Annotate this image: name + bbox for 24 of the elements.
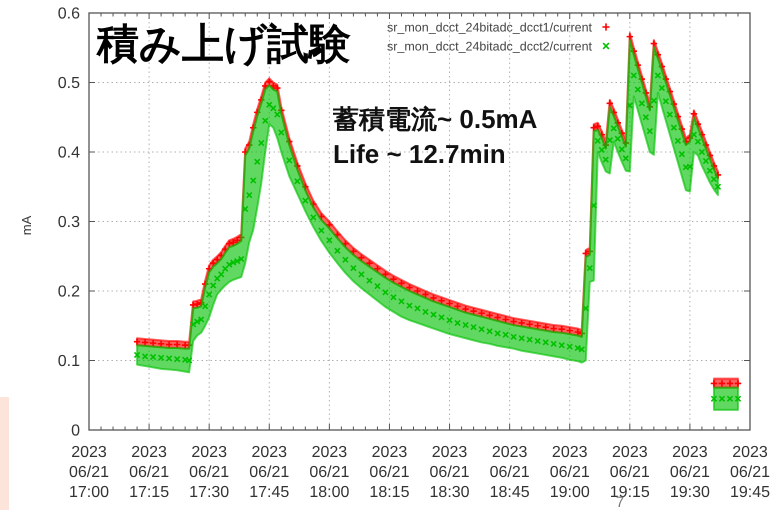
x-tick-label: 2023 06/21 17:00 [68, 444, 110, 501]
x-tick-label: 2023 06/21 17:15 [129, 444, 170, 501]
x-tick-label: 2023 06/21 18:00 [309, 444, 350, 501]
chart-title: 積み上げ試験 [96, 19, 351, 68]
y-tick-label: 0.1 [58, 353, 80, 370]
annotation: 蓄積電流~ 0.5mA [332, 104, 538, 134]
y-tick-label: 0.6 [58, 6, 80, 23]
x-tick-label: 2023 06/21 19:45 [730, 444, 770, 501]
y-tick-label: 0.4 [58, 144, 80, 162]
y-tick-label: 0.2 [58, 284, 80, 301]
x-tick-label: 2023 06/21 18:30 [430, 444, 470, 501]
x-tick-label: 2023 06/21 19:00 [550, 444, 590, 501]
y-tick-label: 0.3 [58, 214, 80, 232]
y-tick-label: 0.5 [58, 75, 80, 92]
x-tick-label: 2023 06/21 18:45 [490, 444, 530, 501]
x-tick-label: 2023 06/21 18:15 [369, 444, 410, 501]
x-tick-label: 2023 06/21 17:30 [189, 444, 230, 501]
x-tick-label: 2023 06/21 19:30 [670, 444, 710, 501]
legend-label: sr_mon_dcct_24bitadc_dcct1/current [387, 20, 593, 34]
y-tick-label: 0 [71, 422, 80, 440]
y-axis-title: mA [19, 215, 34, 236]
legend-label: sr_mon_dcct_24bitadc_dcct2/current [387, 39, 593, 54]
annotation: Life ~ 12.7min [333, 139, 506, 169]
x-tick-label: 2023 06/21 17:45 [249, 444, 290, 501]
